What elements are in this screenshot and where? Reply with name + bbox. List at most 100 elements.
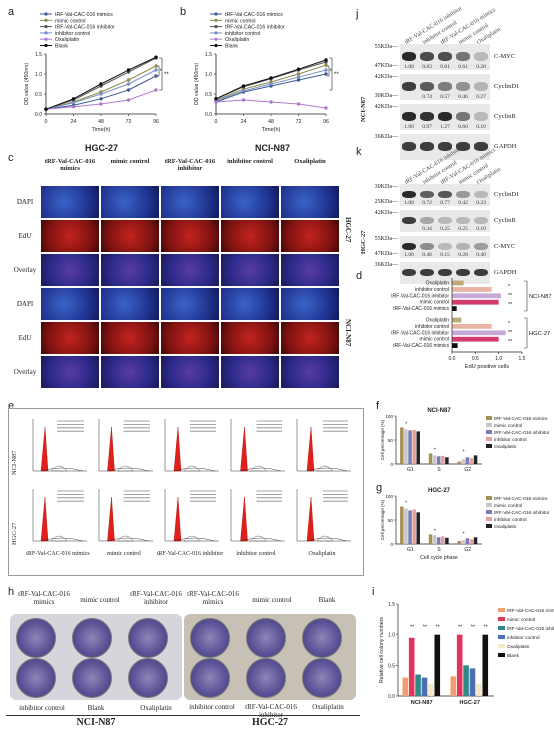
legend-label: tRF-Val-CAC-016 mimics [494, 496, 548, 502]
g2-peak [183, 535, 201, 542]
western-blot-k: tRF-Val-CAC-016 inhibitor inhibitor contr… [360, 146, 550, 284]
y-tick-label: 50 [388, 518, 394, 523]
x-tick-label: G1 [407, 547, 414, 553]
micro-column-label: tRF-Val-CAC-016 inhibitor [164, 158, 216, 172]
panel-f-label: f [376, 400, 380, 412]
s-phase-curve [107, 537, 150, 542]
blot-protein-label: C-MYC [494, 243, 516, 250]
g2-peak [316, 535, 334, 542]
plate-nci-top-2: mimic control [80, 596, 120, 604]
well [128, 658, 168, 698]
blot-protein-label: CyclinB [494, 113, 516, 120]
y-tick-label: 0.0 [205, 112, 212, 118]
significance-mark: ** [410, 625, 415, 631]
x-tick-label: 96 [323, 119, 329, 125]
significance-mark: ** [508, 302, 513, 308]
legend-swatch [498, 626, 505, 630]
panel-g-label: g [376, 482, 383, 494]
bar [428, 453, 433, 464]
g1-peak [173, 496, 182, 542]
significance-mark: ** [334, 72, 339, 78]
data-point [71, 101, 76, 105]
chart-title: HGC-27 [428, 488, 451, 494]
legend-swatch [486, 437, 492, 441]
x-tick-label: 0 [45, 119, 48, 125]
legend-label: tRF-Val-CAC-016 mimics [225, 12, 283, 18]
bar [408, 637, 415, 696]
blot-quant-value: 0.83 [422, 64, 432, 70]
flow-column-label: Oxaliplatin [308, 551, 336, 557]
legend-label: Oxaliplatin [55, 37, 79, 43]
legend-label: inhibitor control [225, 31, 260, 37]
legend-label: Oxaliplatin [507, 644, 530, 650]
blot-band [456, 81, 470, 91]
plate-nci-top-3: tRF-Val-CAC-016 inhibitor [130, 590, 182, 606]
y-axis-label: Relative cell colony numbers [379, 617, 385, 683]
category-label: tRF-Val-CAC-016 mimics [393, 343, 449, 349]
micro-column-label: inhibitor control [227, 158, 273, 165]
data-point [324, 58, 328, 62]
plate-hgc-top-labels: tRF-Val-CAC-016 mimics mimic control Bla… [182, 590, 358, 612]
x-tick-label: 72 [296, 119, 302, 125]
bar [452, 280, 464, 286]
blot-quant-value: 0.61 [458, 64, 468, 70]
micro-image [41, 322, 99, 354]
blot-kda-marker: 42KDa— [374, 74, 398, 80]
blot-quant-value: 1.27 [440, 124, 450, 130]
well [246, 658, 286, 698]
blot-protein-label: C-MYC [494, 53, 516, 60]
category-label: mimic control [420, 337, 449, 343]
bar [463, 665, 469, 696]
micro-image [221, 322, 279, 354]
data-point [296, 67, 301, 71]
panel-b-label: b [180, 6, 187, 18]
legend-marker [214, 43, 218, 48]
bar [452, 343, 458, 348]
plate-hgc-bottom-labels: inhibitor control tRF-Val-CAC-016 inhibi… [182, 703, 358, 719]
x-tick-label: 0.0 [449, 356, 456, 362]
plate-hgc-caption: HGC-27 [180, 715, 360, 728]
blot-quant-value: 0.15 [440, 252, 450, 258]
flow-row-label: NCI-N87 [11, 450, 18, 475]
g2-peak [50, 535, 68, 542]
blot-band [438, 242, 452, 251]
data-point [269, 100, 273, 104]
data-point [126, 68, 131, 72]
panel-j-label: j [356, 8, 359, 20]
y-tick-label: 1.5 [205, 52, 212, 58]
significance-mark: ** [484, 625, 489, 631]
bar [452, 306, 457, 311]
blot-quant-value: 0.77 [440, 200, 450, 206]
significance-bracket [157, 65, 160, 77]
blot-band [420, 111, 434, 121]
blot-band [438, 190, 452, 199]
s-phase-curve [107, 467, 150, 472]
well [302, 618, 342, 658]
legend-label: mimic control [494, 423, 522, 429]
x-tick-label: 48 [98, 119, 104, 125]
significance-mark: * [463, 449, 465, 455]
legend-label: mimic control [494, 503, 522, 509]
g1-peak [306, 426, 315, 472]
blot-band [456, 190, 470, 199]
bar [412, 509, 416, 544]
flow-histogram [296, 419, 351, 472]
legend-swatch [486, 423, 492, 427]
category-label: Oxaliplatin [426, 281, 450, 287]
y-tick-label: 0.5 [205, 92, 212, 98]
g1-peak [40, 496, 49, 542]
g1-peak [40, 426, 49, 472]
bar [434, 634, 441, 696]
blot-quant-value: 0.42 [458, 200, 468, 206]
micro-image [161, 322, 219, 354]
blot-kda-marker: 36KDa— [374, 262, 398, 268]
bar [452, 287, 492, 292]
data-point [154, 88, 158, 92]
flow-cytometry-grid: NCI-N87 HGC-27 tRF-Val-CAC-016 mimics mimic… [8, 408, 364, 576]
y-tick-label: 1.5 [35, 52, 42, 58]
significance-mark: * [160, 69, 163, 75]
legend-marker [44, 43, 48, 48]
flow-histogram [230, 419, 285, 472]
data-point [296, 72, 301, 76]
